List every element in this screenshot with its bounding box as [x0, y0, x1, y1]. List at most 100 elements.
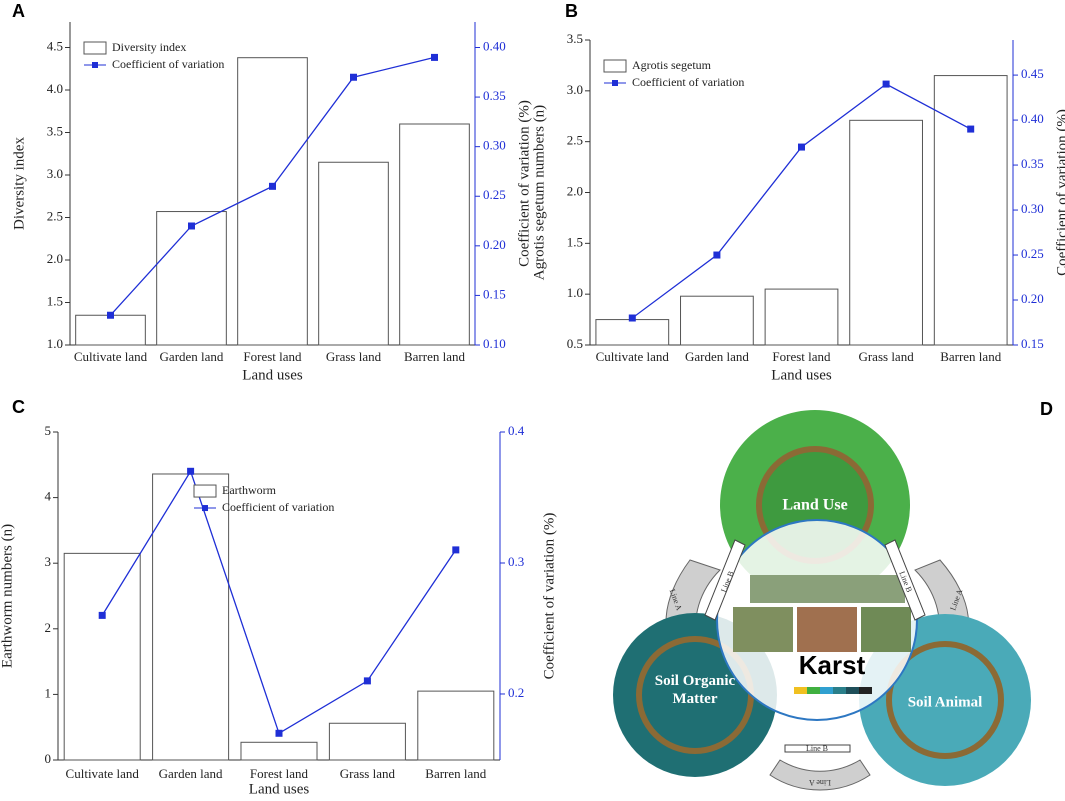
y-axis-title: Earthworm numbers (n) — [0, 524, 15, 668]
legend-label: Diversity index — [112, 40, 186, 54]
legend-swatch — [83, 41, 107, 55]
node-label: Soil Animal — [908, 694, 983, 710]
y2-tick-label: 0.30 — [1021, 201, 1044, 216]
y-tick-label: 1.5 — [47, 293, 63, 308]
y-tick-label: 2 — [45, 620, 52, 635]
y-tick-label: 3.5 — [567, 31, 583, 46]
x-axis-title: Land uses — [242, 367, 303, 383]
x-tick-label: Barren land — [404, 349, 466, 364]
node-label-box: Soil Organic Matter — [654, 673, 736, 707]
bar — [680, 295, 754, 346]
x-tick-label: Cultivate land — [66, 766, 140, 781]
legend-swatch — [612, 80, 618, 86]
bar — [849, 119, 923, 346]
y-axis-title: Diversity index — [11, 137, 27, 230]
bar — [764, 288, 839, 346]
bar — [595, 319, 670, 346]
photo — [861, 607, 911, 652]
y-tick-label: 3.0 — [47, 166, 63, 181]
line-marker — [188, 222, 195, 230]
line-marker — [967, 125, 975, 133]
x-tick-label: Forest land — [772, 349, 831, 364]
arrow-label: Line B — [806, 744, 828, 753]
x-axis-title: Land uses — [249, 781, 310, 797]
x-tick-label: Garden land — [160, 349, 224, 364]
x-tick-label: Cultivate land — [596, 349, 670, 364]
bar — [933, 75, 1008, 346]
y2-tick-label: 0.25 — [1021, 246, 1044, 261]
bar — [417, 690, 495, 761]
x-tick-label: Garden land — [685, 349, 749, 364]
arrow — [704, 539, 746, 621]
line-marker — [363, 677, 371, 685]
y2-tick-label: 0.35 — [1021, 156, 1044, 171]
legend-swatch — [202, 505, 208, 512]
bar — [399, 123, 470, 346]
arrow — [784, 744, 851, 753]
line-marker — [628, 314, 636, 322]
y-tick-label: 1 — [45, 685, 52, 700]
legend-label: Coefficient of variation — [222, 500, 334, 514]
y-tick-label: 3 — [45, 554, 52, 569]
y-tick-label: 1.0 — [567, 285, 583, 300]
node-label: Land Use — [782, 497, 847, 514]
line-marker — [269, 182, 276, 190]
y-tick-label: 3.0 — [567, 82, 583, 97]
y-axis-title: Agrotis segetum numbers (n) — [531, 105, 547, 280]
y2-tick-label: 0.30 — [483, 138, 506, 153]
x-tick-label: Barren land — [940, 349, 1002, 364]
line-marker — [452, 546, 460, 554]
y-tick-label: 4.5 — [47, 38, 63, 53]
y-tick-label: 0 — [45, 751, 52, 766]
y2-axis-title: Coefficient of variation (%) — [516, 100, 532, 267]
bar — [75, 314, 146, 346]
legend-label: Agrotis segetum — [632, 58, 712, 72]
y2-tick-label: 0.10 — [483, 336, 506, 351]
x-tick-label: Garden land — [159, 766, 223, 781]
y-tick-label: 1.5 — [567, 234, 583, 249]
y-tick-label: 2.5 — [567, 133, 583, 148]
legend-swatch — [92, 62, 98, 68]
y-tick-label: 1.0 — [47, 336, 63, 351]
bar — [152, 473, 230, 761]
legend-swatch — [603, 59, 627, 73]
node-label: Soil Organic Matter — [654, 673, 736, 707]
y2-tick-label: 0.15 — [1021, 336, 1044, 351]
legend-swatch — [193, 484, 217, 498]
y-tick-label: 3.5 — [47, 123, 63, 138]
y2-tick-label: 0.40 — [1021, 111, 1044, 126]
line-marker — [431, 53, 438, 61]
bar — [237, 57, 308, 346]
x-tick-label: Grass land — [340, 766, 396, 781]
y2-tick-label: 0.15 — [483, 286, 506, 301]
y-tick-label: 2.0 — [47, 251, 63, 266]
arrow-label: Line A — [809, 778, 831, 787]
line-marker — [98, 611, 106, 619]
bar — [318, 161, 389, 346]
photo — [797, 607, 857, 652]
arrow — [884, 539, 926, 621]
x-tick-label: Grass land — [858, 349, 914, 364]
y2-axis-title: Coefficient of variation (%) — [541, 513, 557, 680]
y2-tick-label: 0.45 — [1021, 66, 1044, 81]
line-marker — [187, 467, 195, 475]
panel-label: A — [12, 1, 25, 21]
arrow — [769, 759, 871, 791]
bar — [240, 741, 318, 761]
x-tick-label: Forest land — [250, 766, 309, 781]
y2-axis-title: Coefficient of variation (%) — [1054, 109, 1065, 276]
x-axis-title: Land uses — [771, 367, 832, 383]
panel-label: B — [565, 1, 578, 21]
line-marker — [275, 729, 283, 737]
node-ring — [886, 641, 1004, 759]
y2-tick-label: 0.20 — [1021, 291, 1044, 306]
y-tick-label: 4.0 — [47, 81, 63, 96]
y-tick-label: 4 — [45, 489, 52, 504]
line-marker — [107, 311, 114, 319]
y-tick-label: 0.5 — [567, 336, 583, 351]
x-tick-label: Barren land — [425, 766, 487, 781]
x-tick-label: Grass land — [326, 349, 382, 364]
y2-tick-label: 0.40 — [483, 38, 506, 53]
x-tick-label: Forest land — [243, 349, 302, 364]
y-tick-label: 2.0 — [567, 183, 583, 198]
